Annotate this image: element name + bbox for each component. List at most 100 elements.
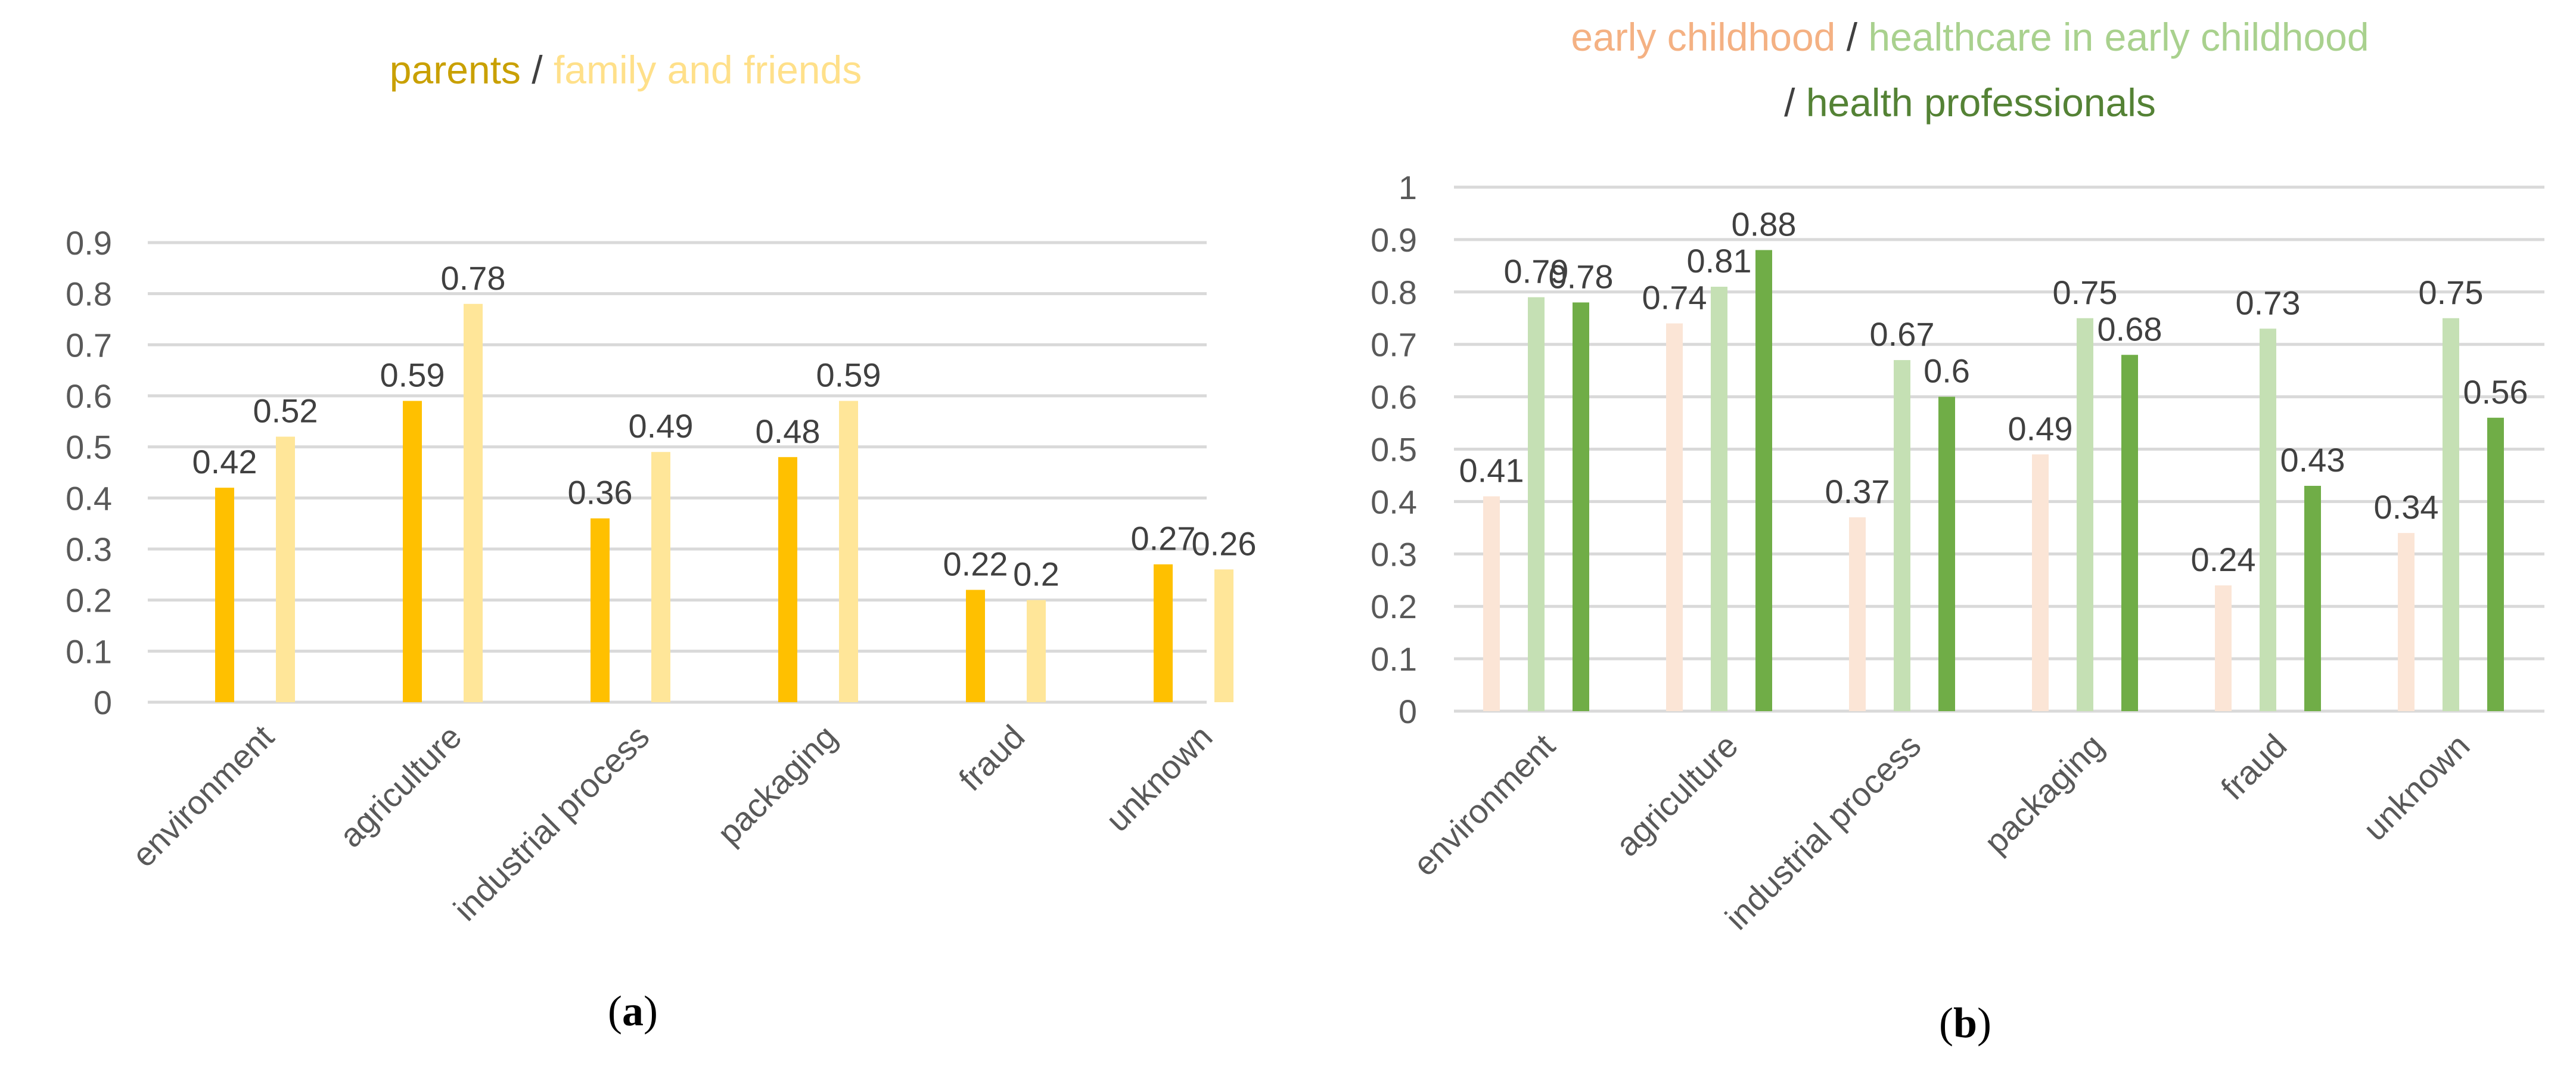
bar (1894, 360, 1910, 711)
bar (1755, 250, 1772, 712)
bar (2215, 585, 2232, 711)
bar (1528, 297, 1545, 712)
bar (2487, 417, 2504, 711)
data-label: 0.68 (2098, 310, 2162, 348)
bar (1849, 517, 1866, 711)
bar (591, 518, 610, 702)
x-tick-label: unknown (2356, 727, 2476, 848)
bar (2032, 454, 2049, 711)
data-label: 0.24 (2191, 541, 2256, 578)
y-tick-label: 0.4 (1371, 483, 1417, 520)
x-tick-label: packaging (1977, 727, 2111, 861)
data-label: 0.27 (1131, 520, 1196, 557)
y-tick-label: 0.8 (66, 275, 112, 313)
y-tick-label: 0.7 (1371, 326, 1417, 364)
data-label: 0.74 (1642, 279, 1707, 317)
data-label: 0.56 (2463, 373, 2528, 411)
y-tick-label: 0.4 (66, 479, 112, 517)
legend: early childhood / healthcare in early ch… (1571, 15, 2369, 59)
data-label: 0.78 (441, 259, 506, 297)
legend-entry: healthcare in early childhood (1868, 15, 2369, 59)
x-tick-label: environment (125, 718, 281, 874)
bar (2260, 328, 2276, 711)
data-label: 0.75 (2053, 274, 2118, 311)
y-tick-label: 0.8 (1371, 274, 1417, 311)
bar (839, 401, 858, 702)
data-label: 0.81 (1687, 242, 1752, 280)
y-tick-label: 1 (1399, 169, 1417, 206)
data-label: 0.49 (2008, 410, 2073, 447)
y-tick-label: 0.6 (1371, 379, 1417, 416)
y-tick-label: 0.1 (1371, 640, 1417, 678)
bar (2304, 486, 2321, 711)
x-tick-label: industrial process (1718, 727, 1928, 937)
caption-open: ( (1939, 999, 1953, 1047)
bar (403, 401, 422, 702)
data-label: 0.43 (2280, 441, 2345, 479)
data-label: 0.78 (1549, 258, 1614, 295)
legend-entry: family and friends (554, 48, 862, 92)
data-label: 0.48 (756, 413, 821, 450)
legend-entry: parents (390, 48, 521, 92)
bar (1666, 323, 1683, 711)
y-tick-label: 0.3 (1371, 535, 1417, 573)
data-label: 0.37 (1825, 473, 1890, 510)
x-tick-label: unknown (1098, 718, 1219, 839)
y-tick-label: 0.7 (66, 326, 112, 364)
data-label: 0.67 (1870, 315, 1935, 353)
legend: / health professionals (1784, 80, 2156, 125)
panel-caption: (b) (1939, 999, 1991, 1047)
data-label: 0.2 (1013, 556, 1059, 593)
y-tick-label: 0.5 (1371, 431, 1417, 469)
bar (2077, 318, 2093, 711)
legend-separator: / (1784, 80, 1806, 125)
panel-caption: (a) (608, 987, 658, 1035)
y-tick-label: 0.5 (66, 429, 112, 466)
caption-close: ) (1977, 999, 1991, 1047)
y-tick-label: 0.2 (66, 582, 112, 619)
y-tick-label: 0 (1399, 693, 1417, 730)
y-tick-label: 0 (94, 684, 112, 721)
chart-panel-b: 00.10.20.30.40.50.60.70.80.910.410.790.7… (1371, 15, 2544, 1047)
data-label: 0.26 (1192, 525, 1257, 562)
data-label: 0.36 (568, 474, 633, 511)
x-tick-label: agriculture (1608, 727, 1745, 863)
bar (1711, 287, 1727, 711)
bar (276, 436, 295, 702)
x-tick-label: packaging (710, 718, 844, 852)
legend: parents / family and friends (390, 48, 862, 92)
data-label: 0.59 (380, 356, 445, 394)
bar (1027, 600, 1046, 702)
data-label: 0.22 (943, 545, 1008, 583)
caption-letter: a (622, 987, 644, 1035)
x-tick-label: environment (1406, 727, 1562, 883)
data-label: 0.59 (816, 356, 881, 394)
bar (1214, 569, 1233, 702)
bar (1483, 496, 1500, 711)
bar (2121, 355, 2138, 711)
bar (464, 303, 483, 702)
bar (1938, 396, 1955, 711)
caption-open: ( (608, 987, 622, 1035)
bar (1154, 564, 1173, 702)
x-tick-label: agriculture (332, 718, 468, 854)
bar (2443, 318, 2459, 711)
legend-entry: health professionals (1806, 80, 2156, 125)
bar (1573, 302, 1589, 711)
data-label: 0.52 (253, 392, 318, 430)
bar (215, 488, 234, 702)
data-label: 0.34 (2374, 488, 2439, 526)
legend-separator: / (1835, 15, 1868, 59)
bar (778, 457, 797, 702)
data-label: 0.88 (1732, 205, 1797, 243)
data-label: 0.41 (1459, 452, 1524, 489)
data-label: 0.75 (2419, 274, 2484, 311)
bar (966, 590, 985, 702)
bar (2398, 533, 2415, 711)
y-tick-label: 0.3 (66, 531, 112, 568)
legend-separator: / (521, 48, 554, 92)
legend-entry: early childhood (1571, 15, 1835, 59)
bar (651, 452, 670, 702)
x-tick-label: fraud (2214, 727, 2294, 807)
